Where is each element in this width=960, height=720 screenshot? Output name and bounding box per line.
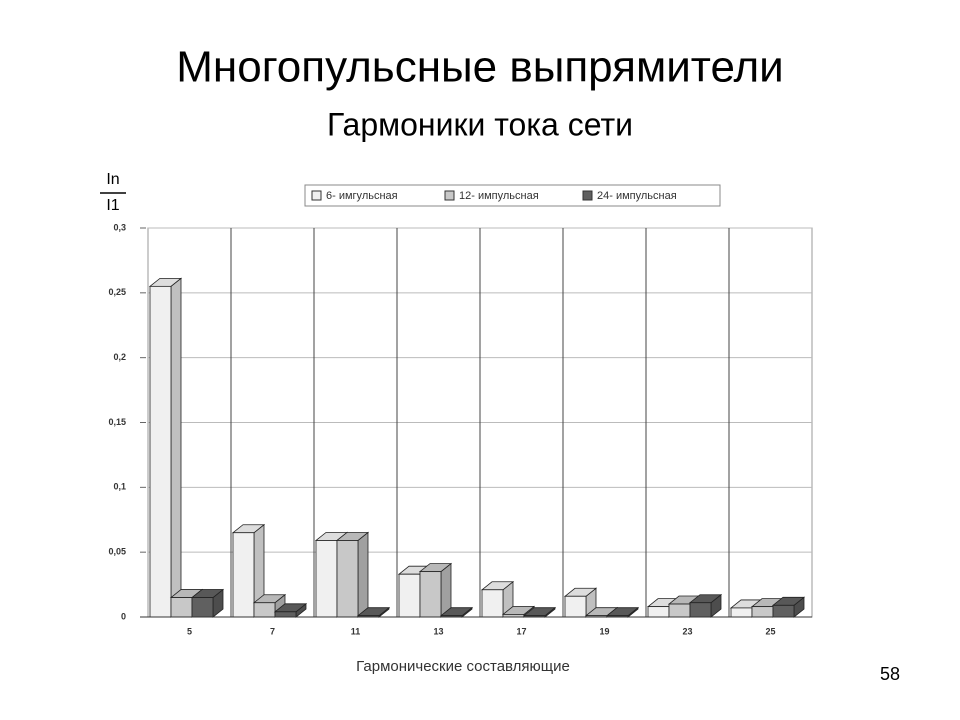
legend-swatch: [444, 190, 455, 201]
x-tick-label: 25: [765, 626, 775, 636]
x-tick-label: 7: [270, 626, 275, 636]
bar: [419, 571, 442, 618]
y-tick-label: 0,15: [108, 417, 126, 427]
y-tick-label: 0,2: [113, 352, 126, 362]
legend-label: 6- имгульсная: [326, 190, 398, 202]
slide-title: Многопульсные выпрямители: [176, 43, 783, 92]
bar: [730, 607, 753, 618]
y-tick-label: 0,3: [113, 222, 126, 232]
x-tick-label: 13: [433, 626, 443, 636]
x-tick-label: 19: [599, 626, 609, 636]
slide-subtitle: Гармоники тока сети: [327, 106, 633, 142]
bar-side: [170, 277, 182, 618]
y-tick-label: 0,05: [108, 547, 126, 557]
bar: [668, 603, 691, 618]
bar: [170, 597, 193, 618]
bar: [751, 606, 774, 618]
bar: [274, 611, 297, 618]
y-tick-label: 0,1: [113, 482, 126, 492]
x-label: Гармонические составляющие: [356, 658, 570, 675]
bar: [481, 589, 504, 618]
y-tick-label: 0: [121, 611, 126, 621]
bar: [191, 597, 214, 618]
legend-swatch: [311, 190, 322, 201]
legend-label: 24- импульсная: [597, 190, 677, 202]
legend-label: 12- импульсная: [459, 190, 539, 202]
legend-box: [304, 184, 721, 207]
y-tick-label: 0,25: [108, 287, 126, 297]
bar: [772, 604, 795, 618]
bar: [253, 602, 276, 618]
bar: [398, 573, 421, 618]
y-label-top: In: [106, 171, 119, 188]
bar: [315, 540, 338, 618]
bar: [689, 602, 712, 618]
bar: [232, 532, 255, 618]
x-tick-label: 23: [682, 626, 692, 636]
y-label-bottom: I1: [106, 197, 119, 214]
legend-swatch: [582, 190, 593, 201]
bar: [149, 285, 172, 618]
slide-number: 58: [880, 664, 900, 684]
bar-side: [357, 531, 369, 618]
bar: [647, 606, 670, 618]
x-tick-label: 5: [187, 626, 192, 636]
bar: [564, 595, 587, 618]
x-tick-label: 17: [516, 626, 526, 636]
bar: [336, 540, 359, 618]
x-tick-label: 11: [351, 626, 361, 636]
